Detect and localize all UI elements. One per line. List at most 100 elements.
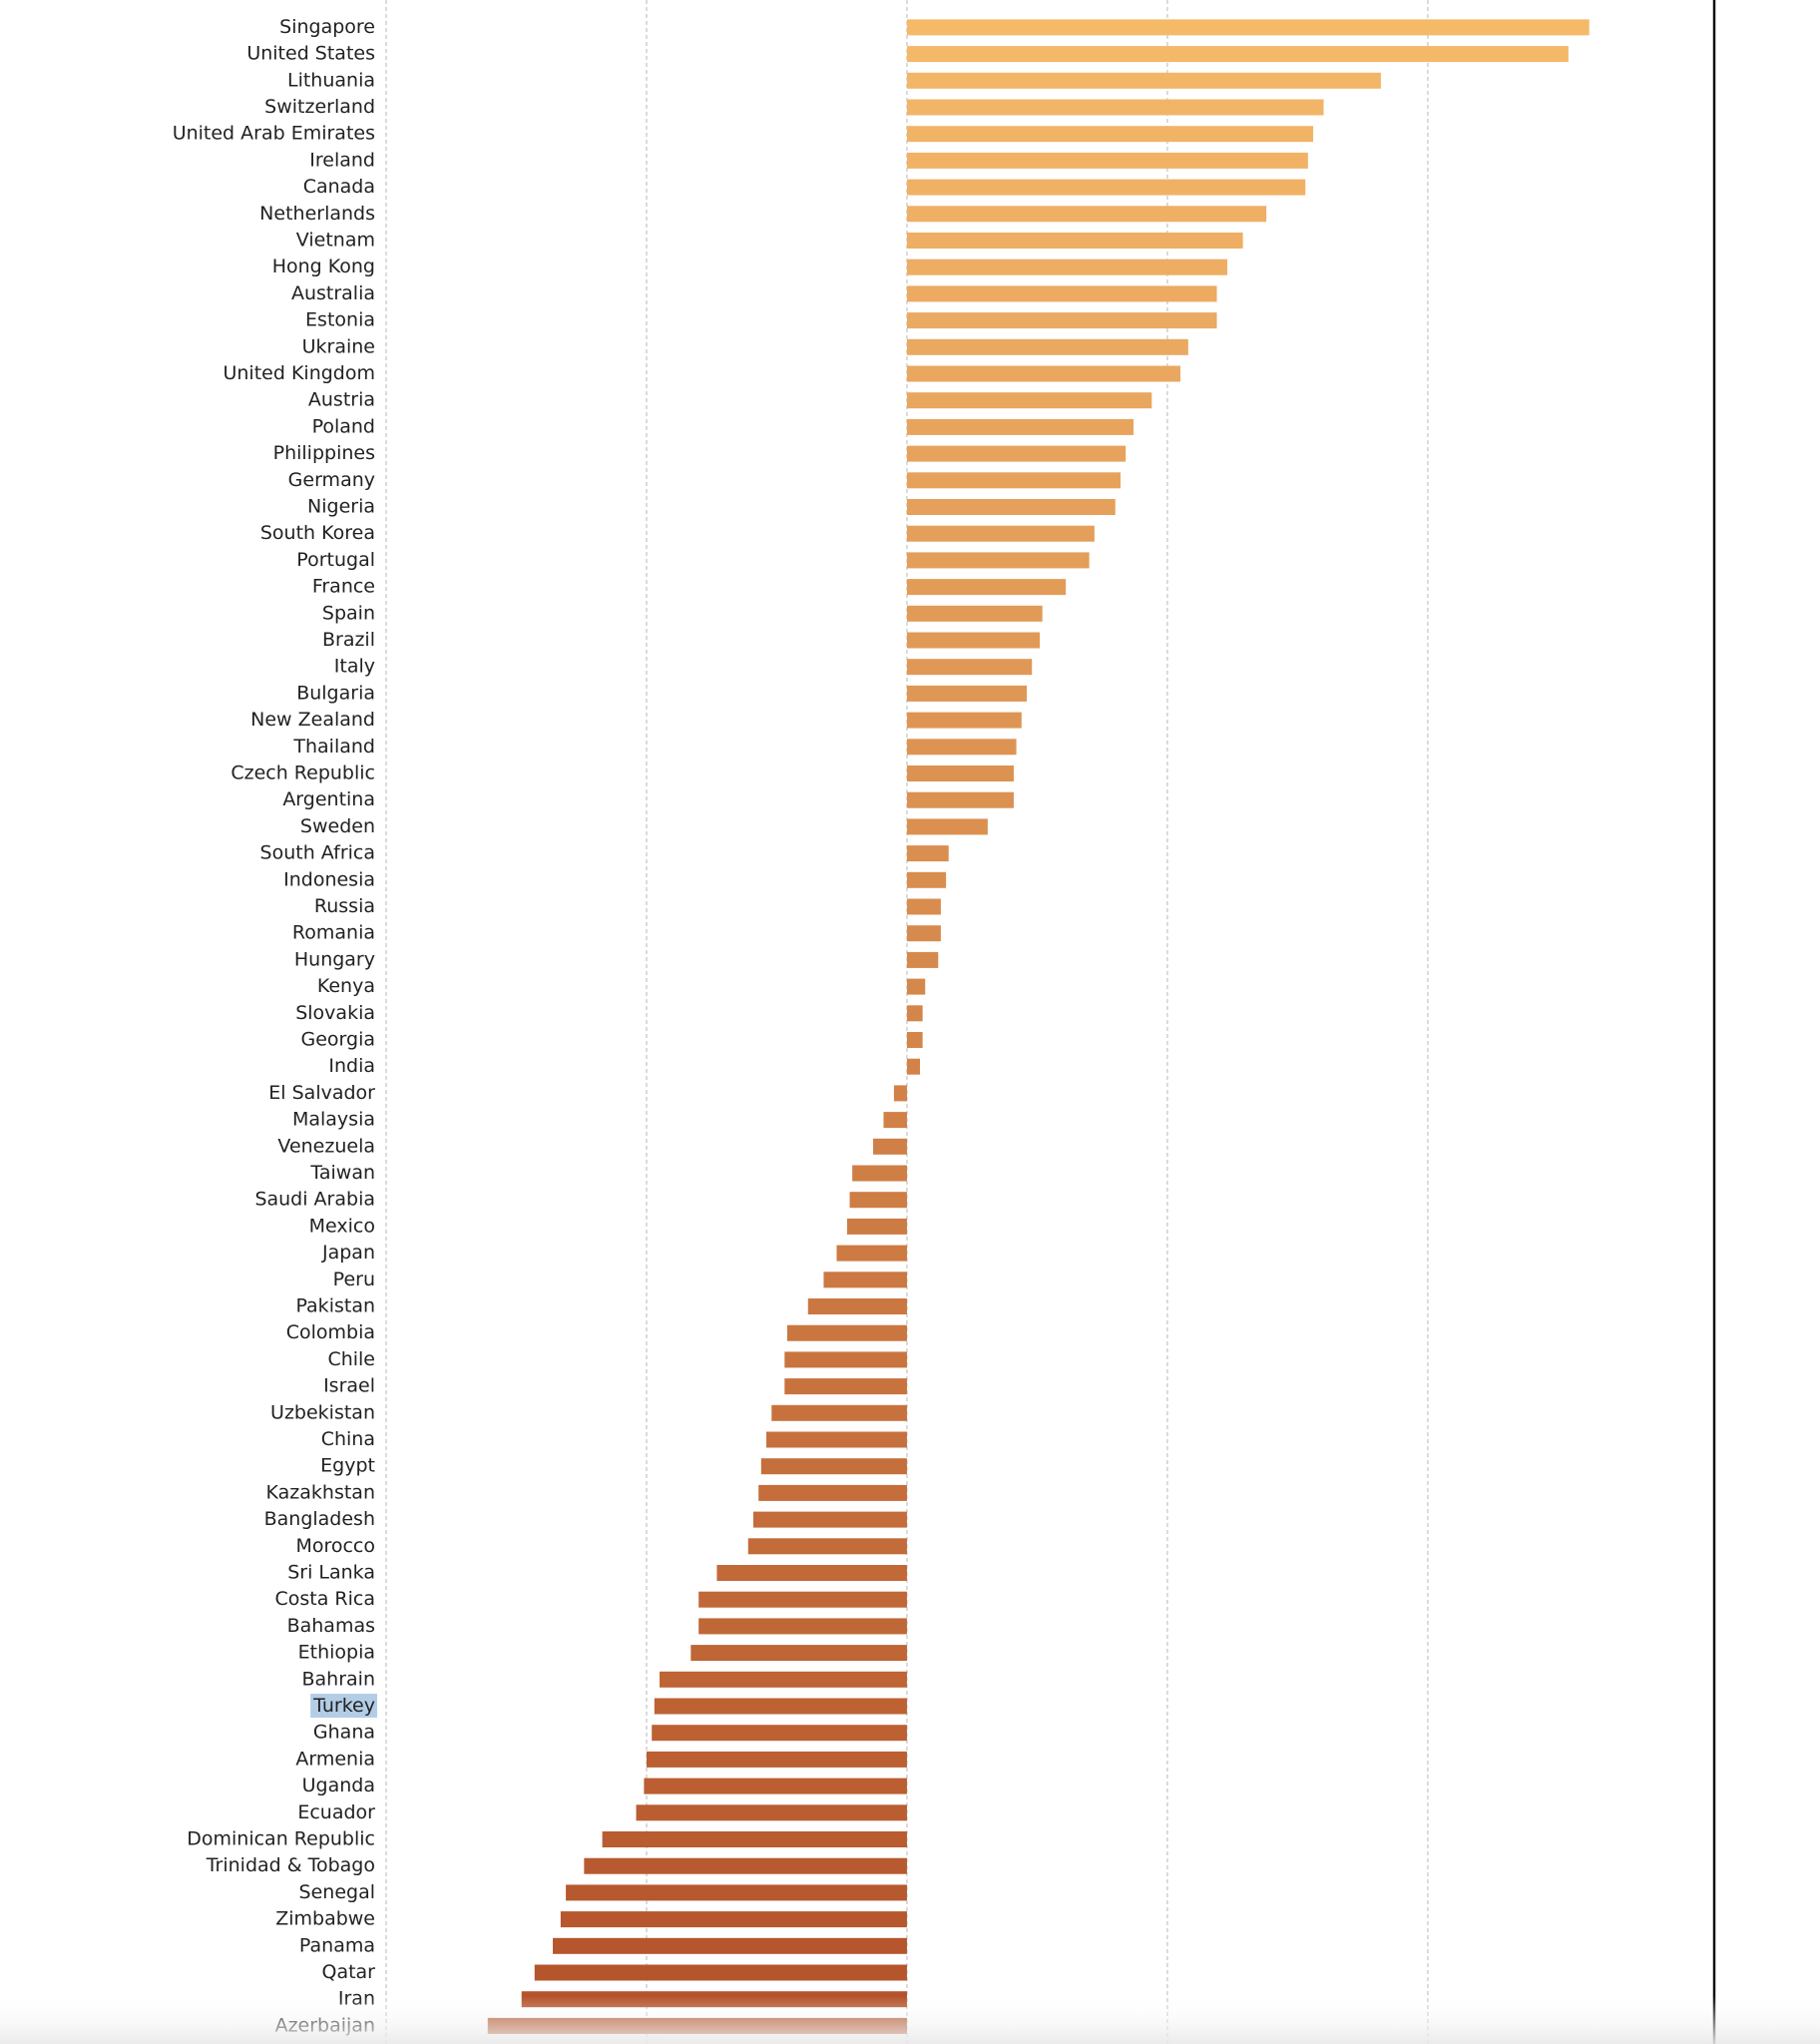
category-label: Vietnam [296,230,375,252]
bar [906,818,988,835]
bar [906,898,941,915]
category-label: Morocco [295,1535,375,1557]
category-label: Qatar [321,1961,375,1983]
bar [906,72,1381,89]
bar [906,525,1095,542]
bar [906,418,1135,435]
bar [906,579,1067,596]
category-label: Switzerland [264,96,375,118]
category-label: Malaysia [292,1109,375,1131]
bar [846,1218,907,1235]
bar [652,1725,907,1742]
bar [906,685,1028,702]
category-label: Costa Rica [275,1588,376,1610]
bar [906,445,1127,462]
category-label: Germany [288,469,375,491]
bar [690,1645,907,1662]
bar [602,1831,907,1847]
bar [906,1058,921,1075]
category-label: United States [246,43,375,65]
bar [906,233,1243,249]
category-label: Nigeria [307,496,375,518]
bar [906,19,1590,36]
bar [823,1272,907,1288]
bar [906,126,1314,143]
bar [584,1857,907,1874]
bar [654,1698,907,1715]
category-label: Dominican Republic [187,1828,375,1850]
category-label: South Africa [260,842,375,864]
bar [566,1884,907,1901]
bar [716,1565,907,1581]
bar [747,1538,907,1555]
bar [906,338,1188,355]
bar [873,1138,907,1155]
category-label: Czech Republic [230,763,375,784]
bar [760,1458,907,1475]
category-label: Hungary [294,948,375,970]
bar [906,605,1043,622]
bar [906,312,1217,329]
bar [906,925,941,942]
category-label: Russia [314,895,375,917]
category-label: Estonia [305,309,375,331]
bar [906,46,1569,63]
category-label: Thailand [292,736,375,758]
category-label: Poland [312,415,375,437]
bar [758,1484,907,1501]
bar [644,1778,907,1794]
bar [906,152,1308,169]
category-label: Mexico [309,1215,375,1237]
bar [906,1032,923,1048]
category-label: Romania [292,922,375,944]
bar [771,1404,907,1421]
category-label: Turkey [312,1695,375,1717]
category-label: Ecuador [297,1801,375,1823]
category-label: El Salvador [268,1082,375,1104]
category-label: Bahrain [302,1668,376,1690]
category-label: Venezuela [277,1135,375,1157]
bar [660,1671,907,1688]
bar [560,1911,907,1928]
category-label: South Korea [260,522,375,544]
bar [893,1085,907,1102]
category-label: Saudi Arabia [254,1189,375,1211]
category-label: Singapore [279,16,375,38]
bar [849,1192,907,1209]
category-label: Kenya [317,975,375,997]
bar [906,179,1306,196]
bar [784,1378,907,1395]
category-label: Taiwan [309,1162,375,1184]
category-label: Uzbekistan [270,1401,375,1423]
bar [906,285,1217,302]
category-label: Bulgaria [296,682,375,704]
category-label: Portugal [296,549,375,571]
bar [883,1112,907,1129]
category-label: Chile [327,1348,375,1370]
category-label: Pakistan [295,1295,375,1317]
bar [906,739,1017,756]
bar [906,206,1267,223]
bar [836,1245,907,1262]
category-label: Canada [303,176,375,198]
category-label: United Kingdom [223,362,375,384]
bar [906,499,1116,515]
category-label: China [321,1428,375,1450]
bar [786,1324,907,1341]
category-label: Panama [299,1934,375,1956]
category-label: Italy [334,656,375,678]
bar [906,871,947,888]
category-label: Argentina [282,788,375,810]
bar [906,392,1152,409]
category-label: Ireland [309,149,375,171]
bar [906,552,1090,569]
category-label: India [328,1055,375,1077]
category-label: Egypt [320,1455,375,1477]
category-label: Slovakia [295,1002,375,1024]
category-label: Armenia [295,1748,375,1770]
bar [646,1751,907,1768]
bar [807,1298,907,1314]
category-label: Israel [323,1375,375,1397]
